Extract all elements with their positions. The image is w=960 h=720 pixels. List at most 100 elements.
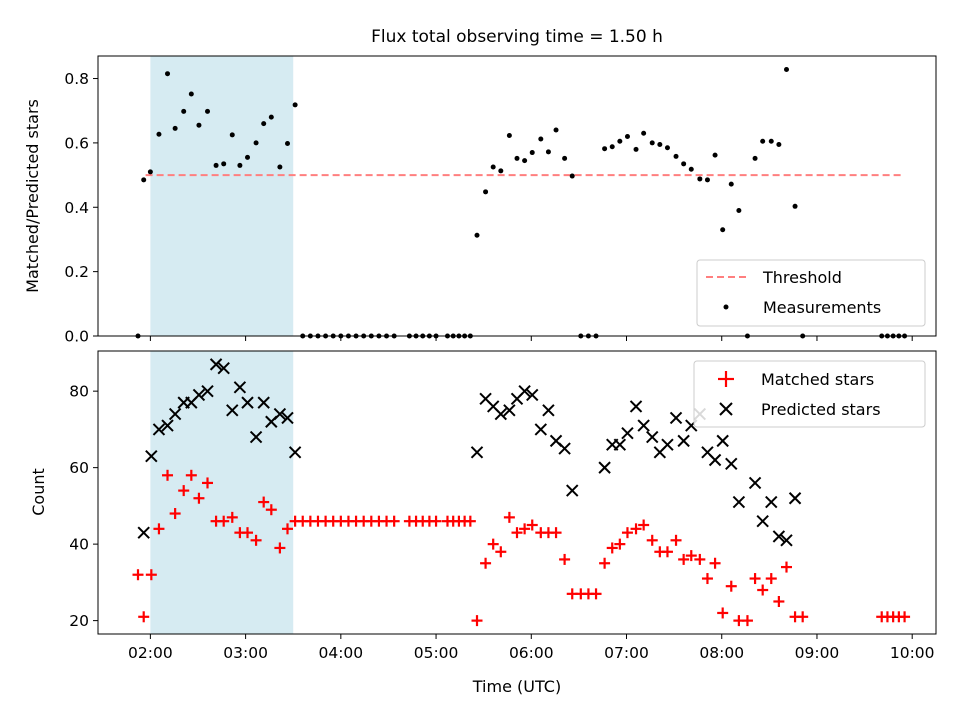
matched-star-point: [153, 523, 165, 535]
matched-star-point: [621, 527, 633, 539]
measurement-point: [633, 146, 639, 152]
predicted-star-point: [788, 492, 802, 505]
matched-star-point: [274, 542, 286, 554]
x-tick-label: 05:00: [414, 644, 459, 662]
bottom-legend-box: [693, 360, 926, 428]
matched-star-point: [226, 511, 238, 523]
measurement-point: [205, 108, 211, 114]
predicted-star-point: [161, 419, 174, 432]
predicted-star-point: [542, 404, 555, 417]
predicted-star-point: [629, 400, 643, 413]
x-tick-label: 03:00: [223, 644, 268, 662]
measurement-point: [609, 144, 615, 150]
measurement-point: [569, 173, 575, 179]
predicted-star-point: [780, 534, 793, 547]
measurement-point: [783, 67, 789, 73]
predicted-star-point: [756, 514, 769, 528]
matched-star-point: [471, 615, 483, 627]
measurement-point: [498, 168, 504, 174]
measurement-point: [268, 114, 274, 120]
matched-star-point: [169, 508, 181, 520]
matched-star-point: [132, 569, 144, 581]
measurement-point: [545, 149, 551, 155]
predicted-star-point: [281, 411, 294, 425]
matched-star-point: [773, 595, 785, 607]
measurement-point: [522, 158, 528, 164]
matched-star-point: [162, 469, 174, 481]
matched-star-point: [670, 534, 682, 546]
measurement-point: [237, 162, 243, 168]
measurement-point: [673, 153, 679, 159]
x-tick-label: 07:00: [604, 644, 649, 662]
measurement-point: [181, 108, 187, 114]
measurement-point: [490, 164, 496, 170]
measurement-point: [562, 155, 568, 161]
measurement-point: [602, 146, 608, 152]
predicted-star-point: [288, 446, 302, 459]
top-legend: Threshold Measurements: [696, 259, 926, 327]
measurement-point: [213, 162, 219, 168]
matched-star-point: [480, 557, 492, 569]
matched-star-point: [464, 515, 476, 527]
matched-star-point: [511, 527, 523, 539]
measurement-point: [245, 154, 251, 160]
predicted-star-point: [226, 404, 239, 417]
matched-star-point: [614, 538, 626, 550]
measurement-point: [776, 142, 782, 148]
predicted-star-point: [217, 362, 230, 375]
legend-predicted-swatch: [719, 402, 733, 416]
measurement-point: [292, 102, 298, 108]
measurement-point: [728, 181, 734, 187]
matched-star-point: [599, 557, 611, 569]
predicted-star-point: [145, 449, 158, 463]
matched-star-point: [178, 485, 190, 497]
predicted-star-point: [566, 484, 579, 497]
predicted-star-point: [241, 396, 254, 409]
predicted-star-point: [558, 442, 571, 455]
matched-star-point: [430, 515, 442, 527]
measurement-point: [657, 142, 663, 148]
measurement-point: [221, 161, 227, 167]
predicted-star-point: [257, 396, 270, 409]
measurement-point: [649, 140, 655, 146]
top-highlight-span: [150, 56, 294, 336]
y-tick-label: 0.4: [64, 199, 89, 217]
matched-star-point: [757, 584, 769, 596]
x-tick-label: 09:00: [795, 644, 840, 662]
matched-star-point: [765, 573, 777, 585]
measurement-point: [704, 177, 710, 183]
bottom-axes-frame: [97, 350, 937, 635]
measurement-point: [514, 155, 520, 161]
measurement-point: [474, 232, 480, 238]
measurement-point: [285, 141, 291, 147]
legend-matched-label: Matched stars: [761, 370, 874, 389]
predicted-star-point: [503, 404, 516, 417]
top-legend-box: [696, 259, 926, 327]
x-axis-label: Time (UTC): [472, 677, 561, 696]
matched-star-point: [678, 553, 690, 565]
measurement-point: [624, 133, 630, 139]
measurement-point: [165, 71, 171, 77]
matched-star-point: [185, 469, 197, 481]
matched-stars-series: [132, 469, 911, 627]
y-tick-label: 40: [69, 536, 89, 554]
x-tick-label: 10:00: [890, 644, 935, 662]
y-tick-label: 0.8: [64, 70, 89, 88]
matched-star-point: [701, 573, 713, 585]
top-y-label: Matched/Predicted stars: [23, 99, 42, 293]
matched-star-point: [503, 511, 515, 523]
measurement-point: [681, 161, 687, 167]
matched-star-point: [797, 611, 809, 623]
matched-star-point: [606, 542, 618, 554]
legend-measurements-swatch: [723, 304, 729, 310]
matched-star-point: [218, 515, 230, 527]
matched-star-point: [559, 553, 571, 565]
y-tick-label: 0.0: [64, 328, 89, 346]
measurement-point: [697, 176, 703, 182]
y-tick-label: 20: [69, 612, 89, 630]
matched-star-point: [193, 492, 205, 504]
predicted-star-point: [209, 358, 223, 371]
predicted-star-point: [249, 430, 263, 444]
measurement-point: [156, 131, 162, 137]
